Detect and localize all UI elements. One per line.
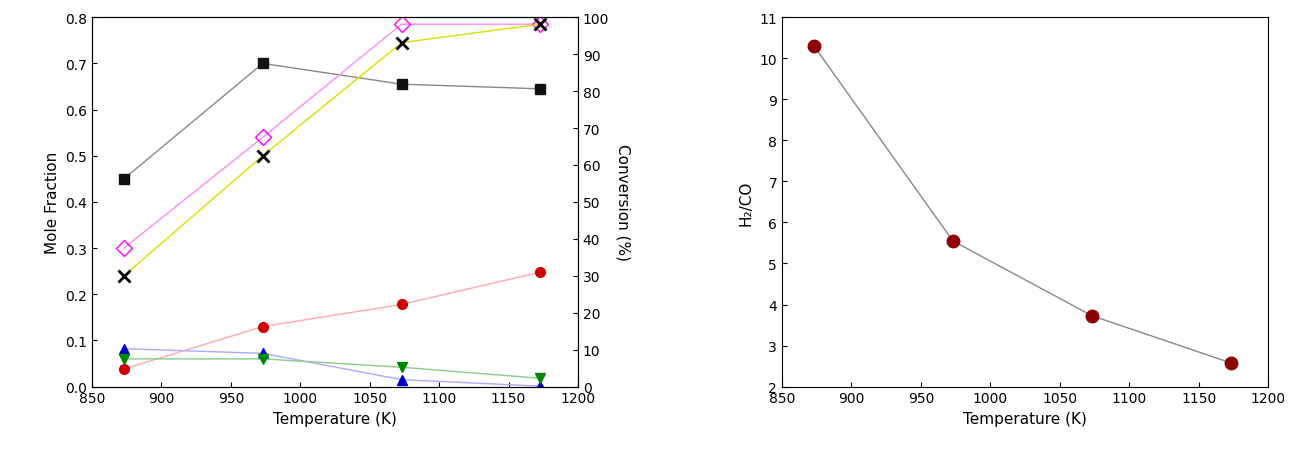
X-axis label: Temperature (K): Temperature (K) xyxy=(963,411,1087,426)
Y-axis label: Conversion (%): Conversion (%) xyxy=(615,144,629,261)
Y-axis label: Mole Fraction: Mole Fraction xyxy=(45,152,59,253)
X-axis label: Temperature (K): Temperature (K) xyxy=(273,411,397,426)
Y-axis label: H₂/CO: H₂/CO xyxy=(738,180,754,225)
